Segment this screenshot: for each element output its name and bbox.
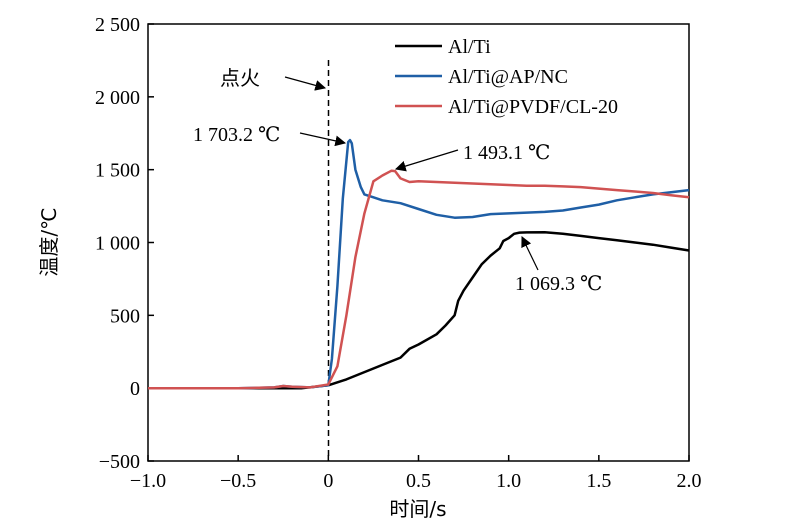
x-tick-label: 1.0 bbox=[496, 470, 521, 492]
y-tick-label: 0 bbox=[130, 378, 140, 400]
x-axis-title: 时间/s bbox=[389, 497, 446, 521]
y-tick-label: 1 000 bbox=[95, 233, 140, 255]
x-tick-label: −1.0 bbox=[130, 470, 166, 492]
y-axis-ticks: −500 0 500 1 000 1 500 2 000 2 500 bbox=[95, 14, 154, 473]
ignition-arrow bbox=[284, 76, 327, 91]
x-tick-label: 0 bbox=[323, 470, 333, 492]
ignition-label: 点火 bbox=[220, 67, 260, 90]
y-tick-label: −500 bbox=[99, 451, 140, 473]
y-tick-label: 500 bbox=[110, 305, 140, 327]
peak-alti-label: 1 069.3 ℃ bbox=[515, 273, 602, 295]
x-tick-label: −0.5 bbox=[220, 470, 256, 492]
legend-label-al-ti-pvdf-cl20: Al/Ti@PVDF/CL-20 bbox=[448, 96, 618, 118]
legend-label-al-ti-ap-nc: Al/Ti@AP/NC bbox=[448, 66, 568, 88]
x-tick-label: 2.0 bbox=[677, 470, 702, 492]
peak-ap-nc-label: 1 703.2 ℃ bbox=[193, 124, 280, 146]
series-layer bbox=[148, 138, 690, 390]
y-tick-label: 2 500 bbox=[95, 14, 140, 36]
x-tick-label: 0.5 bbox=[406, 470, 431, 492]
series-line-al-ti-pvdf-cl-20 bbox=[148, 169, 690, 390]
peak-pvdf-label: 1 493.1 ℃ bbox=[463, 142, 550, 164]
series-line-al-ti-ap-nc bbox=[148, 138, 690, 390]
legend-label-al-ti: Al/Ti bbox=[448, 36, 491, 58]
y-tick-label: 1 500 bbox=[95, 160, 140, 182]
x-tick-label: 1.5 bbox=[586, 470, 611, 492]
peak-pvdf-arrow bbox=[394, 149, 459, 172]
x-axis-ticks: −1.0 −0.5 0 0.5 1.0 1.5 2.0 bbox=[130, 455, 702, 492]
y-axis-title: 温度/℃ bbox=[37, 207, 61, 276]
series-line-al-ti bbox=[148, 231, 690, 390]
peak-alti-arrow bbox=[521, 236, 539, 271]
peak-ap-nc-arrow bbox=[299, 132, 347, 147]
y-tick-label: 2 000 bbox=[95, 87, 140, 109]
legend: Al/Ti Al/Ti@AP/NC Al/Ti@PVDF/CL-20 bbox=[395, 36, 618, 118]
